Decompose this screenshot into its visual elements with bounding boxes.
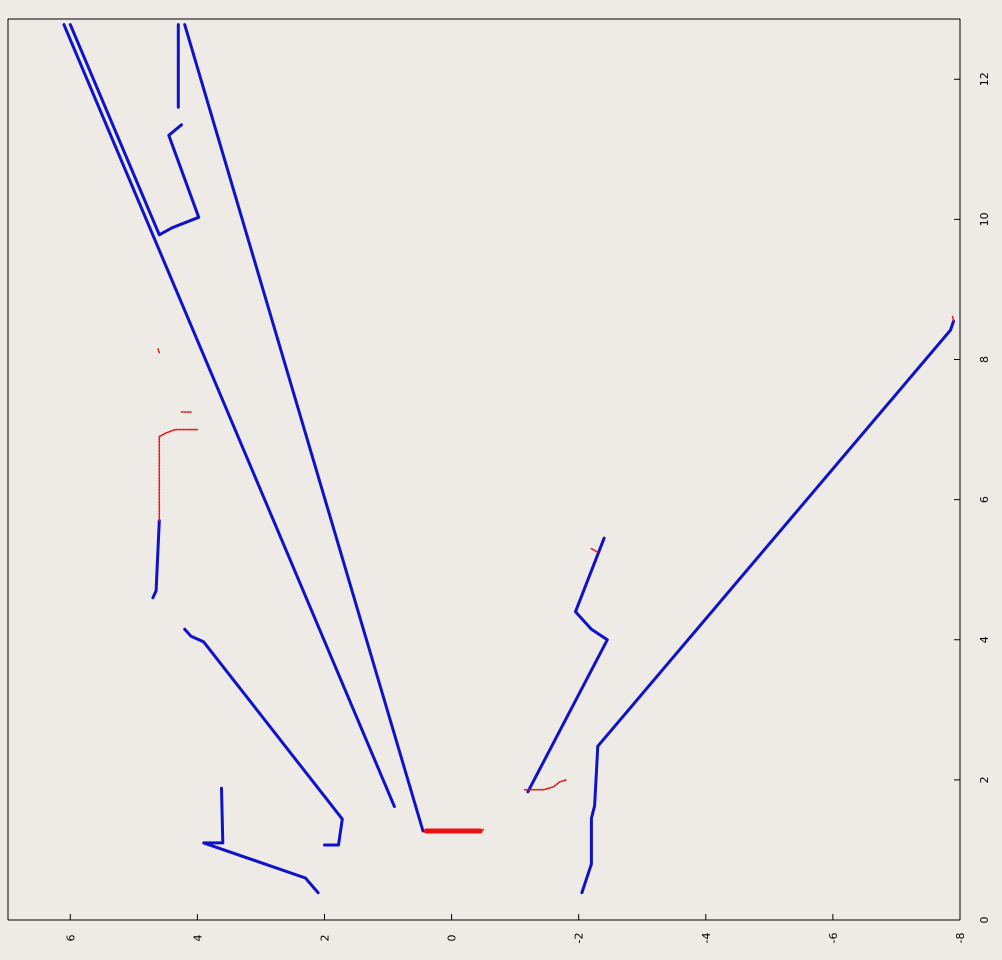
walls-segment [151, 519, 161, 600]
x-tick-label: 0 [446, 935, 459, 942]
laser-segment [157, 348, 161, 354]
walls-segment [580, 319, 956, 895]
walls-segment [526, 536, 609, 794]
x-tick-label: -8 [954, 933, 967, 944]
walls-segment [183, 627, 344, 847]
y-tick-label: 2 [978, 776, 991, 783]
axes: 6 4 2 0 -2 -4 -6 -8 0 2 4 6 8 10 12 [7, 18, 991, 944]
y-tick-label: 12 [978, 72, 991, 86]
walls-series [62, 23, 956, 895]
laser-segment [523, 779, 567, 791]
y-tick-label: 6 [978, 496, 991, 503]
x-tick-label: 6 [64, 935, 77, 942]
laser-series [157, 315, 955, 834]
walls-segment [202, 786, 320, 895]
x-tick-label: -2 [573, 933, 586, 944]
laser-segment [951, 315, 955, 322]
y-tick-label: 4 [978, 636, 991, 643]
y-tick-label: 8 [978, 356, 991, 363]
y-tick-label: 10 [978, 212, 991, 226]
x-tick-label: -4 [700, 933, 713, 944]
laser-segment [158, 428, 199, 522]
x-tick-label: 2 [318, 935, 331, 942]
walls-segment [183, 23, 425, 833]
walls-segment [68, 23, 201, 237]
laser-segment [479, 828, 485, 832]
x-tick-label: -6 [827, 933, 840, 944]
walls-segment [62, 23, 396, 808]
laser-segment [590, 547, 599, 554]
x-tick-label: 4 [191, 935, 204, 942]
y-tick-label: 0 [978, 917, 991, 924]
